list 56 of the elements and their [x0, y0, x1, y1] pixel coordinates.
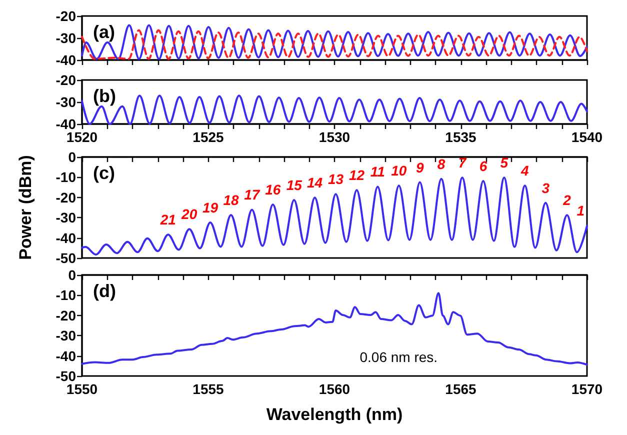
- annotation: 9: [416, 159, 424, 176]
- y-tick-label: -40: [56, 52, 76, 68]
- chart-title: (b): [93, 86, 116, 106]
- x-tick-label: 1570: [571, 381, 603, 397]
- y-tick-label: -30: [56, 328, 76, 344]
- annotation: 15: [286, 177, 302, 194]
- annotation: 6: [479, 158, 488, 174]
- x-tick-label: 1555: [192, 381, 224, 397]
- annotation: 1: [576, 202, 585, 219]
- x-tick-label: 1565: [445, 381, 477, 397]
- annotation: 14: [307, 174, 323, 191]
- annotation: 3: [542, 180, 550, 196]
- y-tick-label: -10: [56, 169, 76, 186]
- annotation: 19: [202, 199, 218, 216]
- y-tick-label: 0: [68, 267, 76, 283]
- y-tick-label: -30: [56, 210, 76, 226]
- chart-title: (d): [93, 281, 116, 301]
- annotation: 17: [244, 186, 261, 203]
- y-tick-label: -30: [56, 30, 76, 46]
- y-tick-label: -40: [56, 348, 76, 364]
- y-tick-label: -40: [56, 116, 76, 132]
- annotation: 11: [370, 164, 386, 180]
- x-tick-label: 1535: [445, 129, 477, 145]
- chart-title: (c): [93, 163, 116, 183]
- annotation: 5: [500, 154, 508, 171]
- x-axis-title: Wavelength (nm): [266, 405, 403, 424]
- annotation: 10: [391, 162, 407, 179]
- chart-title: (a): [93, 22, 116, 42]
- annotation: 16: [265, 181, 281, 198]
- annotation: 0.06 nm res.: [360, 349, 438, 365]
- y-tick-label: -20: [56, 8, 76, 24]
- y-tick-label: -50: [56, 250, 76, 266]
- y-tick-label: 0: [68, 149, 76, 165]
- y-tick-label: -10: [56, 287, 76, 304]
- y-tick-label: -20: [56, 189, 76, 206]
- y-tick-label: -20: [56, 307, 76, 324]
- x-tick-label: 1560: [318, 381, 350, 397]
- annotation: 18: [223, 192, 239, 208]
- annotation: 13: [328, 171, 344, 188]
- y-tick-label: -40: [56, 230, 76, 246]
- x-tick-label: 1530: [318, 129, 350, 145]
- annotation: 20: [180, 206, 198, 222]
- annotation: 7: [458, 154, 468, 171]
- y-tick-label: -50: [56, 368, 76, 384]
- y-tick-label: -30: [56, 94, 76, 110]
- y-tick-label: -20: [56, 72, 76, 88]
- annotation: 2: [562, 192, 572, 208]
- x-tick-label: 1540: [571, 129, 603, 145]
- x-tick-label: 1520: [66, 129, 98, 145]
- annotation: 8: [437, 156, 446, 172]
- annotation: 12: [348, 167, 365, 184]
- x-tick-label: 1550: [66, 381, 98, 397]
- annotation: 21: [159, 212, 176, 228]
- x-tick-label: 1525: [192, 129, 224, 145]
- y-axis-title: Power (dBm): [16, 155, 35, 260]
- annotation: 4: [520, 162, 529, 179]
